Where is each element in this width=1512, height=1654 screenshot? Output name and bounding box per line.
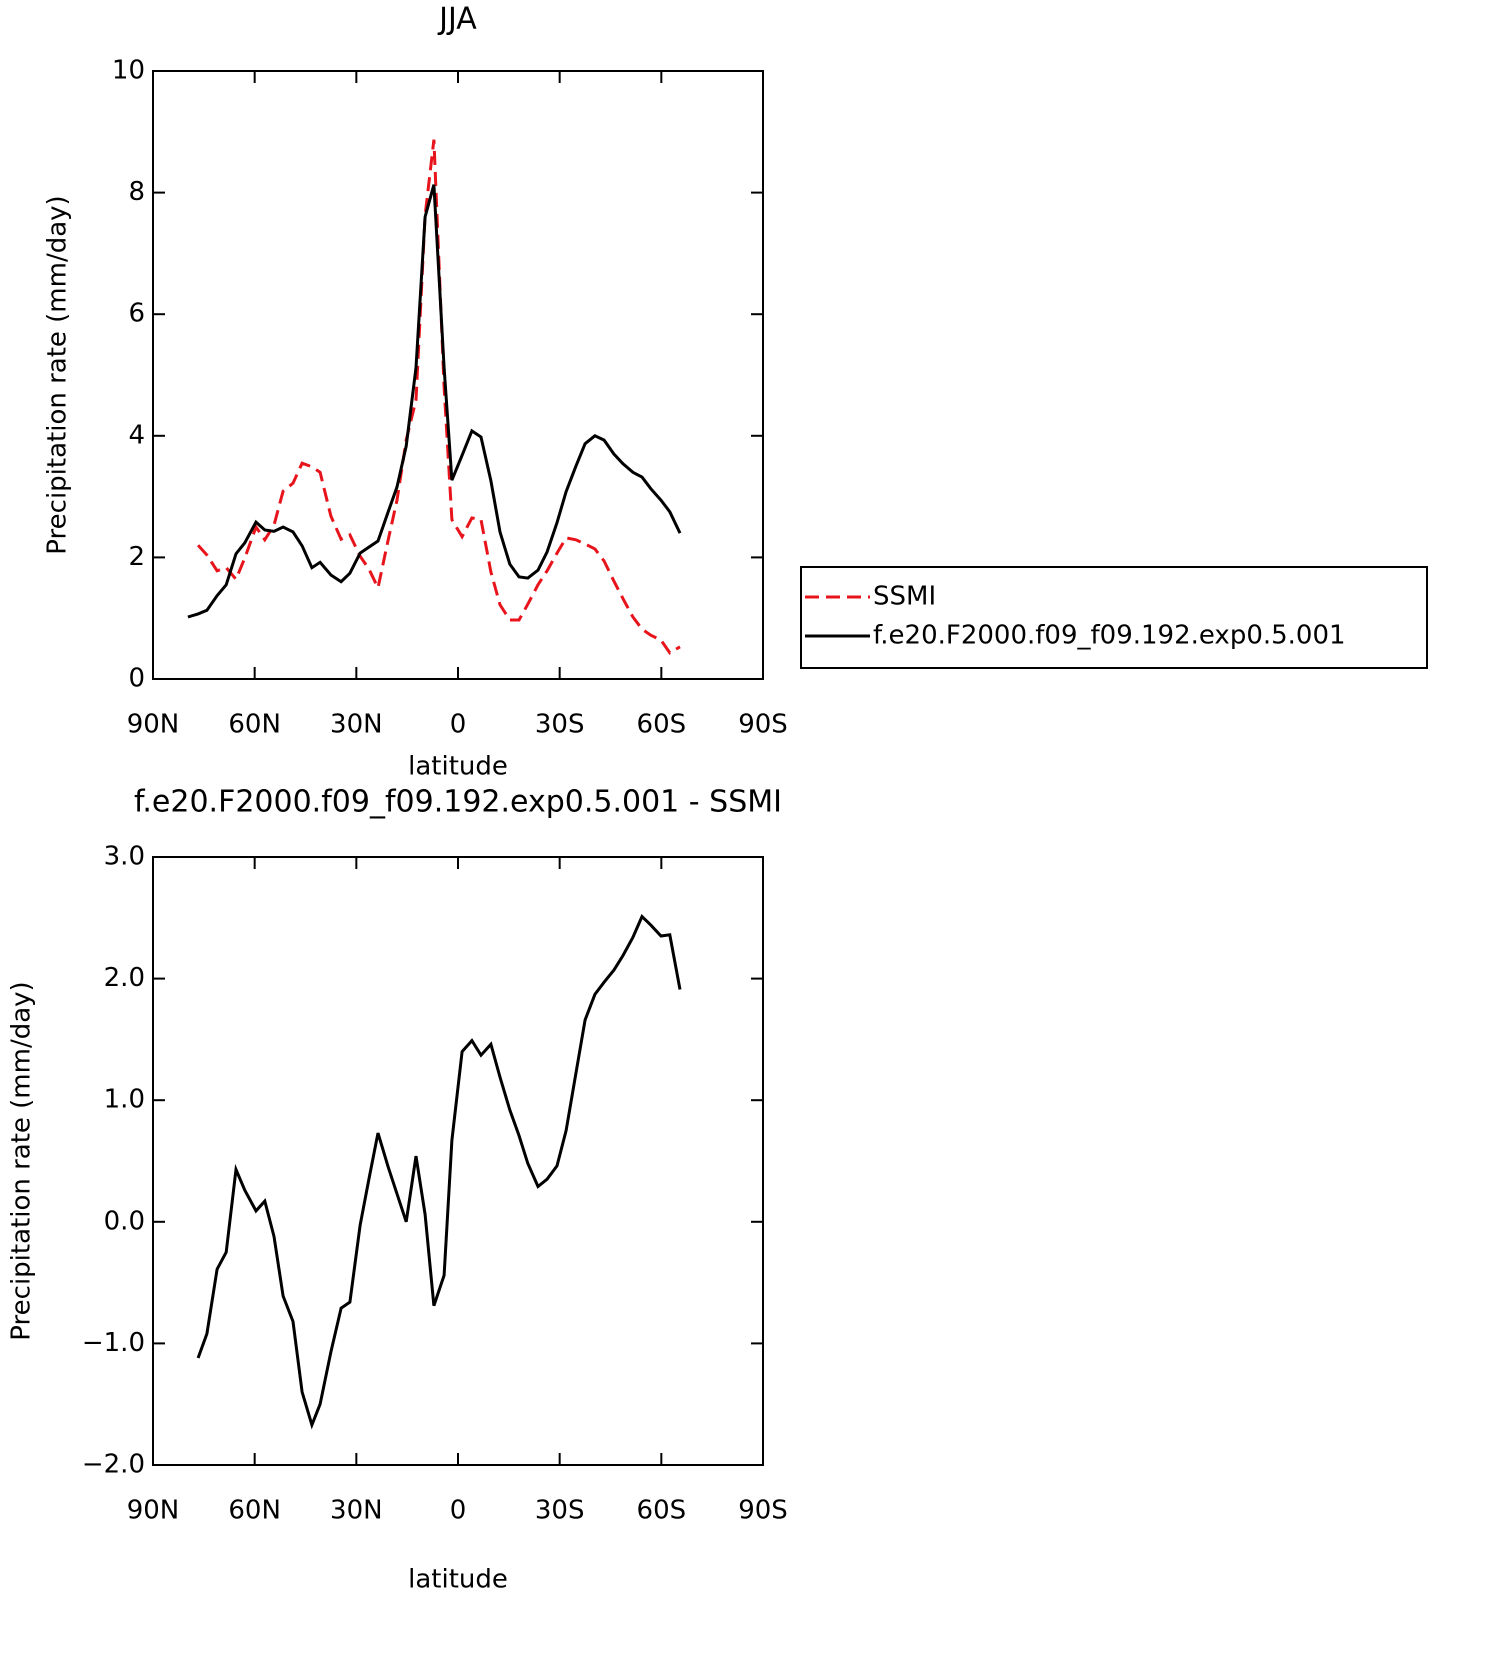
y-tick-label: 2.0 bbox=[104, 963, 145, 993]
x-tick-label: 30S bbox=[535, 710, 585, 740]
data-line bbox=[196, 914, 682, 1430]
x-tick-label: 60N bbox=[228, 1496, 281, 1526]
y-tick-label: 3.0 bbox=[104, 842, 145, 872]
legend-box bbox=[800, 566, 1428, 669]
y-axis-title: Precipitation rate (mm/day) bbox=[43, 195, 73, 554]
x-tick-label: 60N bbox=[228, 710, 281, 740]
y-axis-title: Precipitation rate (mm/day) bbox=[7, 981, 37, 1340]
legend-label: SSMI bbox=[873, 582, 936, 612]
data-line bbox=[196, 139, 681, 655]
chart-title: JJA bbox=[437, 2, 477, 37]
x-tick-label: 60S bbox=[637, 710, 687, 740]
y-tick-label: 0 bbox=[128, 664, 145, 694]
x-tick-label: 30S bbox=[535, 1496, 585, 1526]
legend-label: f.e20.F2000.f09_f09.192.exp0.5.001 bbox=[873, 621, 1346, 651]
x-tick-label: 0 bbox=[450, 1496, 467, 1526]
x-tick-label: 90S bbox=[738, 1496, 788, 1526]
y-tick-label: 4 bbox=[128, 420, 145, 450]
x-tick-label: 30N bbox=[330, 1496, 383, 1526]
y-tick-label: 0.0 bbox=[104, 1206, 145, 1236]
plot-frame bbox=[152, 70, 764, 680]
x-tick-label: 0 bbox=[450, 710, 467, 740]
x-tick-label: 90S bbox=[738, 710, 788, 740]
x-tick-label: 90N bbox=[127, 1496, 180, 1526]
y-tick-label: 2 bbox=[128, 542, 145, 572]
x-axis-title: latitude bbox=[408, 1565, 508, 1595]
x-tick-label: 60S bbox=[637, 1496, 687, 1526]
y-tick-label: 10 bbox=[112, 56, 145, 86]
y-tick-label: 1.0 bbox=[104, 1085, 145, 1115]
y-tick-label: −1.0 bbox=[82, 1328, 145, 1358]
x-tick-label: 90N bbox=[127, 710, 180, 740]
y-tick-label: 6 bbox=[128, 299, 145, 329]
y-tick-label: −2.0 bbox=[82, 1450, 145, 1480]
x-tick-label: 30N bbox=[330, 710, 383, 740]
plot-frame bbox=[152, 856, 764, 1466]
x-axis-title: latitude bbox=[408, 752, 508, 782]
y-tick-label: 8 bbox=[128, 177, 145, 207]
chart-title: f.e20.F2000.f09_f09.192.exp0.5.001 - SSM… bbox=[134, 785, 782, 820]
data-line bbox=[187, 184, 682, 619]
